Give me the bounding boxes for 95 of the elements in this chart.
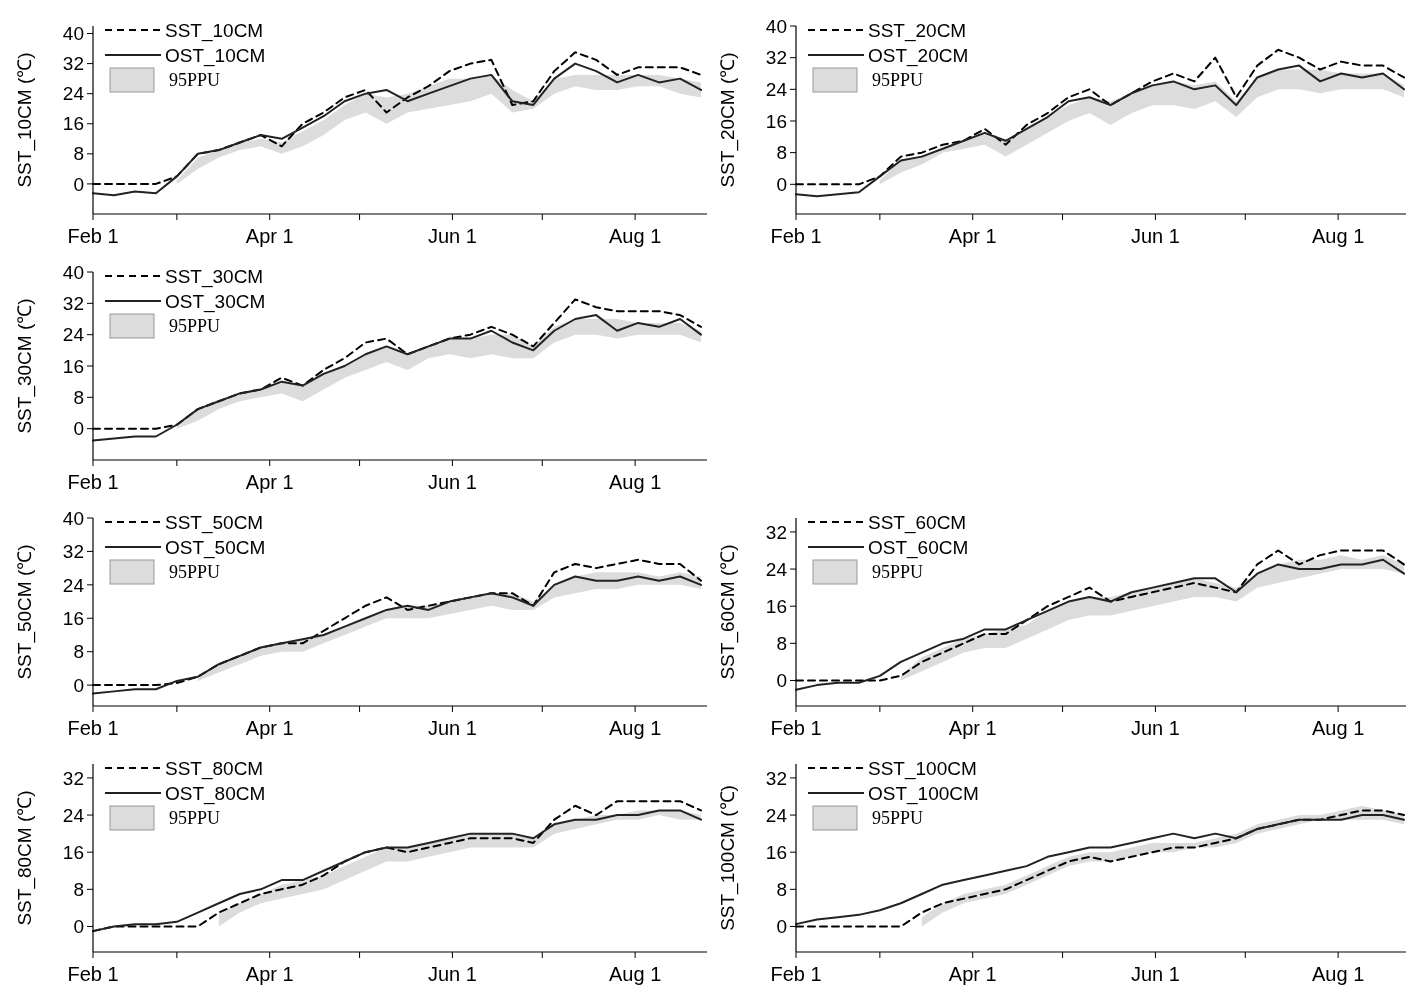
y-tick-label: 32 bbox=[62, 541, 84, 563]
x-tick-label: Jun 1 bbox=[1130, 717, 1180, 739]
y-tick-label: 32 bbox=[765, 521, 787, 543]
y-tick-label: 0 bbox=[776, 916, 787, 938]
legend-label: SST_30CM bbox=[165, 265, 264, 288]
x-tick-label: Feb 1 bbox=[770, 717, 822, 739]
legend-label: SST_100CM bbox=[868, 757, 977, 780]
y-axis-title: SST_50CM (℃) bbox=[14, 544, 36, 680]
y-tick-label: 24 bbox=[765, 78, 788, 100]
x-tick-label: Aug 1 bbox=[1311, 717, 1365, 739]
y-tick-label: 24 bbox=[62, 804, 85, 826]
annotation: 95PPU bbox=[872, 808, 924, 829]
x-tick-label: Apr 1 bbox=[948, 963, 997, 985]
legend-label: OST_10CM bbox=[165, 44, 266, 67]
y-tick-label: 24 bbox=[62, 324, 85, 346]
legend-label: OST_100CM bbox=[868, 782, 979, 805]
x-tick-label: Jun 1 bbox=[427, 717, 477, 739]
y-tick-label: 8 bbox=[73, 641, 84, 663]
y-tick-label: 32 bbox=[765, 767, 787, 789]
y-tick-label: 24 bbox=[765, 804, 788, 826]
y-tick-label: 0 bbox=[776, 670, 787, 692]
y-tick-label: 24 bbox=[62, 83, 85, 105]
y-tick-label: 16 bbox=[62, 841, 84, 863]
legend-label: SST_10CM bbox=[165, 19, 264, 42]
y-tick-label: 0 bbox=[73, 916, 84, 938]
x-tick-label: Aug 1 bbox=[1311, 963, 1365, 985]
y-axis-title: SST_80CM (℃) bbox=[14, 790, 36, 926]
x-tick-label: Jun 1 bbox=[1130, 225, 1180, 247]
y-axis-title: SST_100CM (℃) bbox=[717, 785, 739, 931]
legend-label: SST_20CM bbox=[868, 19, 967, 42]
y-tick-label: 40 bbox=[62, 507, 84, 529]
annotation: 95PPU bbox=[169, 316, 221, 337]
y-tick-label: 8 bbox=[73, 143, 84, 165]
y-axis-title: SST_60CM (℃) bbox=[717, 544, 739, 680]
y-tick-label: 16 bbox=[765, 841, 787, 863]
y-tick-label: 16 bbox=[62, 113, 84, 135]
annotation: 95PPU bbox=[169, 70, 221, 91]
legend-label: SST_50CM bbox=[165, 511, 264, 534]
legend-label: OST_30CM bbox=[165, 290, 266, 313]
x-tick-label: Feb 1 bbox=[770, 963, 822, 985]
x-tick-label: Aug 1 bbox=[608, 963, 662, 985]
legend-label: SST_60CM bbox=[868, 511, 967, 534]
y-tick-label: 8 bbox=[776, 878, 787, 900]
y-tick-label: 8 bbox=[776, 142, 787, 164]
x-tick-label: Jun 1 bbox=[427, 225, 477, 247]
y-tick-label: 40 bbox=[62, 261, 84, 283]
x-tick-label: Apr 1 bbox=[948, 717, 997, 739]
legend-label: OST_50CM bbox=[165, 536, 266, 559]
y-axis-title: SST_10CM (℃) bbox=[14, 52, 36, 188]
y-tick-label: 0 bbox=[73, 418, 84, 440]
x-tick-label: Feb 1 bbox=[67, 717, 119, 739]
y-tick-label: 40 bbox=[765, 15, 787, 37]
x-tick-label: Apr 1 bbox=[245, 963, 294, 985]
x-tick-label: Aug 1 bbox=[608, 471, 662, 493]
annotation: 95PPU bbox=[872, 562, 924, 583]
legend-label: OST_80CM bbox=[165, 782, 266, 805]
x-tick-label: Apr 1 bbox=[948, 225, 997, 247]
y-tick-label: 16 bbox=[62, 607, 84, 629]
x-tick-label: Aug 1 bbox=[608, 717, 662, 739]
y-tick-label: 32 bbox=[765, 47, 787, 69]
legend-label: OST_20CM bbox=[868, 44, 969, 67]
y-tick-label: 8 bbox=[73, 878, 84, 900]
annotation: 95PPU bbox=[872, 70, 924, 91]
y-tick-label: 0 bbox=[776, 173, 787, 195]
x-tick-label: Feb 1 bbox=[67, 471, 119, 493]
y-tick-label: 16 bbox=[62, 355, 84, 377]
x-tick-label: Feb 1 bbox=[770, 225, 822, 247]
x-tick-label: Apr 1 bbox=[245, 471, 294, 493]
x-tick-label: Feb 1 bbox=[67, 225, 119, 247]
y-tick-label: 24 bbox=[765, 558, 788, 580]
y-axis-title: SST_20CM (℃) bbox=[717, 52, 739, 188]
y-axis-title: SST_30CM (℃) bbox=[14, 298, 36, 434]
y-tick-label: 32 bbox=[62, 53, 84, 75]
x-tick-label: Feb 1 bbox=[67, 963, 119, 985]
x-tick-label: Aug 1 bbox=[1311, 225, 1365, 247]
legend-label: SST_80CM bbox=[165, 757, 264, 780]
x-tick-label: Apr 1 bbox=[245, 225, 294, 247]
annotation: 95PPU bbox=[169, 808, 221, 829]
y-tick-label: 8 bbox=[776, 632, 787, 654]
x-tick-label: Aug 1 bbox=[608, 225, 662, 247]
x-tick-label: Jun 1 bbox=[1130, 963, 1180, 985]
legend-label: OST_60CM bbox=[868, 536, 969, 559]
y-tick-label: 32 bbox=[62, 292, 84, 314]
y-tick-label: 0 bbox=[73, 173, 84, 195]
annotation: 95PPU bbox=[169, 562, 221, 583]
y-tick-label: 8 bbox=[73, 386, 84, 408]
y-tick-label: 32 bbox=[62, 767, 84, 789]
x-tick-label: Jun 1 bbox=[427, 963, 477, 985]
x-tick-label: Jun 1 bbox=[427, 471, 477, 493]
y-tick-label: 16 bbox=[765, 595, 787, 617]
y-tick-label: 0 bbox=[73, 674, 84, 696]
y-tick-label: 24 bbox=[62, 574, 85, 596]
x-tick-label: Apr 1 bbox=[245, 717, 294, 739]
y-tick-label: 16 bbox=[765, 110, 787, 132]
y-tick-label: 40 bbox=[62, 23, 84, 45]
